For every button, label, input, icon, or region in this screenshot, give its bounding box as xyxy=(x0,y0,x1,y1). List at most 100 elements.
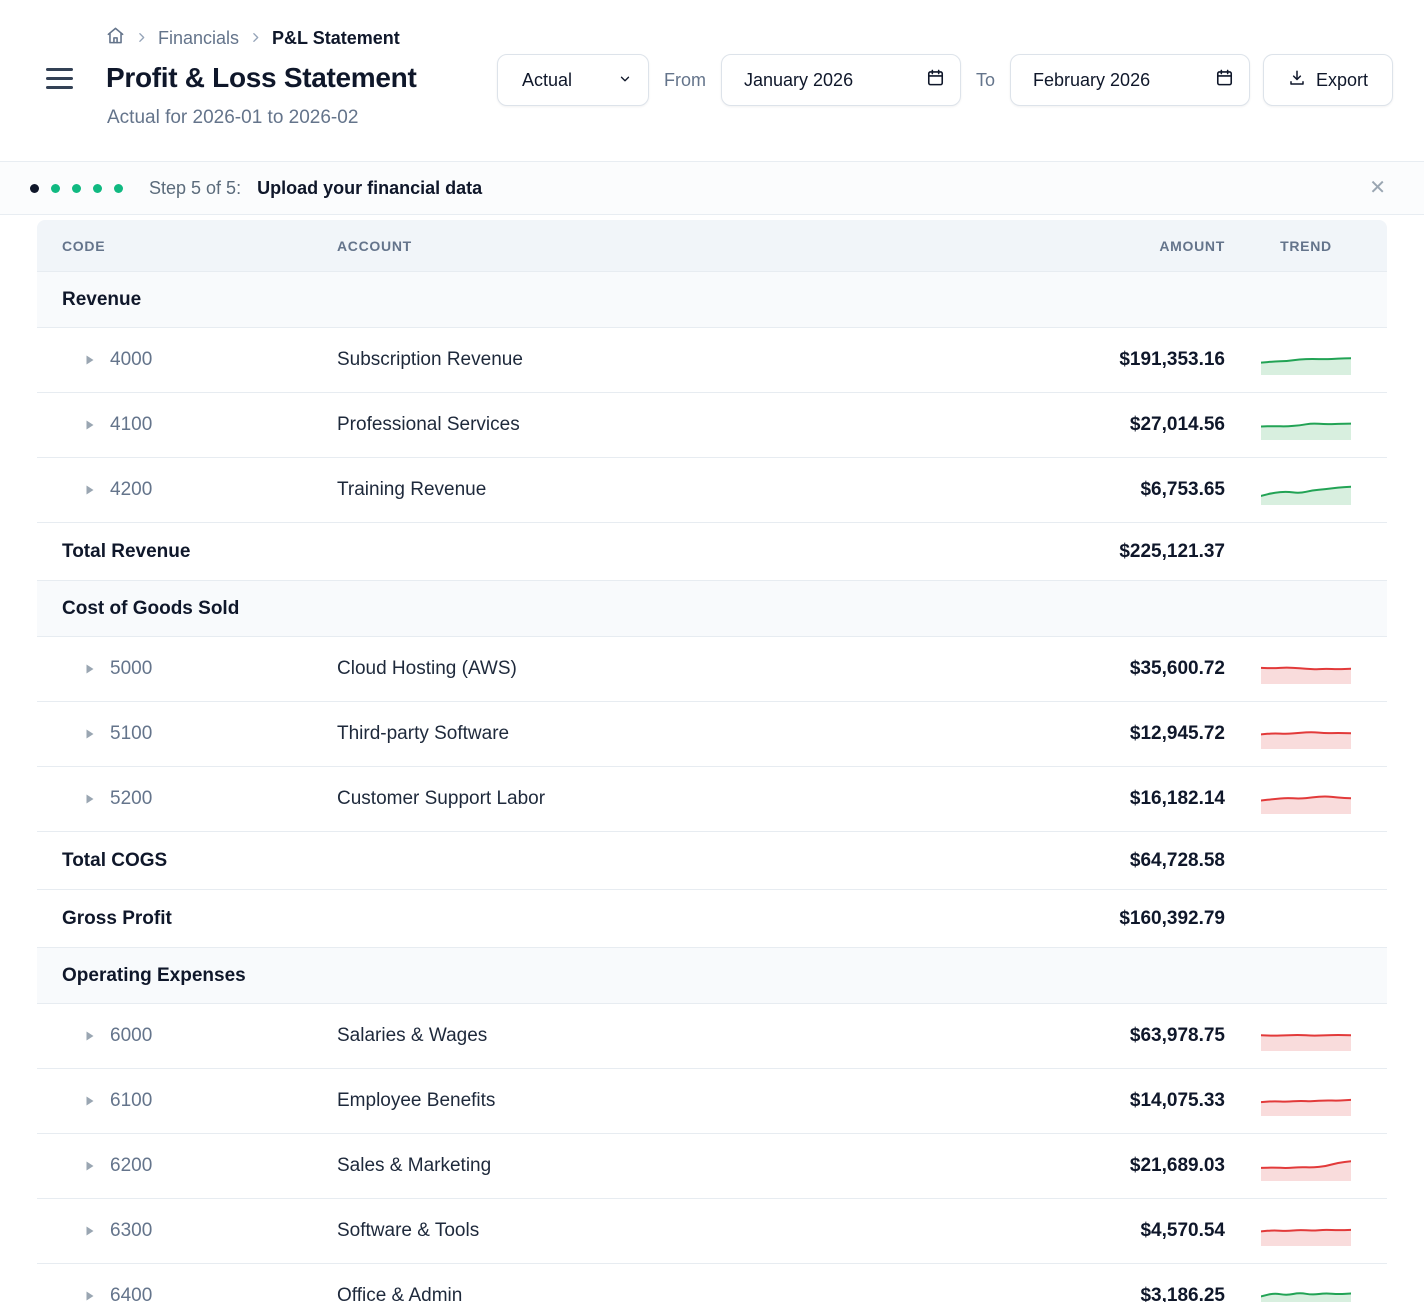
account-amount: $35,600.72 xyxy=(1129,658,1225,679)
account-name: Office & Admin xyxy=(337,1285,463,1302)
table-body: Revenue 4000 Subscription Revenue $191,353.… xyxy=(37,272,1387,1302)
account-name: Salaries & Wages xyxy=(337,1025,488,1046)
account-name: Training Revenue xyxy=(337,479,487,500)
page-title: Profit & Loss Statement xyxy=(106,62,417,93)
account-name: Cloud Hosting (AWS) xyxy=(337,658,517,679)
account-amount: $4,570.54 xyxy=(1140,1220,1225,1241)
breadcrumb-financials[interactable]: Financials xyxy=(158,27,240,48)
account-code: 5100 xyxy=(110,723,153,744)
to-date-value: February 2026 xyxy=(1033,69,1151,90)
table-row-section: Operating Expenses xyxy=(37,948,1387,1004)
table-row-account: 5000 Cloud Hosting (AWS) $35,600.72 xyxy=(37,637,1387,702)
step-counter-label: Step 5 of 5: xyxy=(149,177,242,198)
step-dot xyxy=(51,183,60,193)
table-row-account: 6300 Software & Tools $4,570.54 xyxy=(37,1199,1387,1264)
section-label: Operating Expenses xyxy=(62,964,246,986)
account-code: 6400 xyxy=(110,1285,153,1302)
close-icon[interactable]: ✕ xyxy=(1369,177,1386,199)
table-row-section: Cost of Goods Sold xyxy=(37,581,1387,637)
expand-icon[interactable] xyxy=(85,1095,95,1107)
table-row-account: 5200 Customer Support Labor $16,182.14 xyxy=(37,767,1387,832)
account-name: Customer Support Labor xyxy=(337,788,546,809)
account-amount: $12,945.72 xyxy=(1129,723,1225,744)
breadcrumb: Financials P&L Statement xyxy=(106,26,400,50)
calendar-icon xyxy=(1215,68,1234,92)
trend-sparkline xyxy=(1261,422,1351,440)
account-amount: $16,182.14 xyxy=(1129,788,1225,809)
account-amount: $3,186.25 xyxy=(1140,1285,1225,1302)
expand-icon[interactable] xyxy=(85,419,95,431)
page-subtitle: Actual for 2026-01 to 2026-02 xyxy=(107,107,359,128)
account-name: Professional Services xyxy=(337,414,520,435)
column-header-trend: TREND xyxy=(1280,237,1332,254)
from-date-input[interactable]: January 2026 xyxy=(721,54,961,106)
step-dot xyxy=(114,183,123,193)
table-row-section: Revenue xyxy=(37,272,1387,328)
scenario-select[interactable]: Actual xyxy=(497,54,649,106)
account-amount: $14,075.33 xyxy=(1129,1090,1225,1111)
step-dot xyxy=(72,183,81,193)
step-message: Upload your financial data xyxy=(257,177,483,198)
account-amount: $191,353.16 xyxy=(1119,349,1225,370)
table-row-account: 6100 Employee Benefits $14,075.33 xyxy=(37,1069,1387,1134)
trend-sparkline xyxy=(1261,357,1351,375)
expand-icon[interactable] xyxy=(85,728,95,740)
trend-sparkline xyxy=(1261,1228,1351,1246)
expand-icon[interactable] xyxy=(85,1225,95,1237)
step-dot xyxy=(30,183,39,193)
table-row-account: 4000 Subscription Revenue $191,353.16 xyxy=(37,328,1387,393)
table-row-account: 6000 Salaries & Wages $63,978.75 xyxy=(37,1004,1387,1069)
trend-sparkline xyxy=(1261,666,1351,684)
pl-table: CODE ACCOUNT AMOUNT TREND Revenue 4000 Sub… xyxy=(37,220,1387,1302)
table-row-account: 4100 Professional Services $27,014.56 xyxy=(37,393,1387,458)
section-label: Cost of Goods Sold xyxy=(62,597,240,619)
total-amount: $64,728.58 xyxy=(1129,849,1225,871)
scenario-select-value: Actual xyxy=(522,69,573,90)
total-label: Gross Profit xyxy=(62,907,172,929)
home-icon[interactable] xyxy=(106,26,125,50)
to-date-input[interactable]: February 2026 xyxy=(1010,54,1251,106)
account-name: Employee Benefits xyxy=(337,1090,496,1111)
expand-icon[interactable] xyxy=(85,1030,95,1042)
expand-icon[interactable] xyxy=(85,793,95,805)
account-name: Third-party Software xyxy=(337,723,510,744)
account-name: Sales & Marketing xyxy=(337,1155,492,1176)
trend-sparkline xyxy=(1261,1098,1351,1116)
account-code: 5000 xyxy=(110,658,153,679)
trend-sparkline xyxy=(1261,731,1351,749)
account-code: 6000 xyxy=(110,1025,153,1046)
account-code: 4000 xyxy=(110,349,153,370)
table-row-total: Gross Profit $160,392.79 xyxy=(37,890,1387,948)
expand-icon[interactable] xyxy=(85,663,95,675)
column-header-code: CODE xyxy=(62,237,106,254)
account-amount: $21,689.03 xyxy=(1129,1155,1225,1176)
hamburger-menu-icon[interactable] xyxy=(46,68,73,89)
table-header-row: CODE ACCOUNT AMOUNT TREND xyxy=(37,220,1387,272)
account-code: 6300 xyxy=(110,1220,153,1241)
expand-icon[interactable] xyxy=(85,1290,95,1302)
expand-icon[interactable] xyxy=(85,1160,95,1172)
export-button-label: Export xyxy=(1316,69,1369,90)
expand-icon[interactable] xyxy=(85,354,95,366)
total-amount: $160,392.79 xyxy=(1119,907,1225,929)
from-date-value: January 2026 xyxy=(744,69,854,90)
account-amount: $63,978.75 xyxy=(1129,1025,1225,1046)
to-label: To xyxy=(976,69,996,90)
calendar-icon xyxy=(926,68,945,92)
account-name: Subscription Revenue xyxy=(337,349,523,370)
download-icon xyxy=(1288,69,1306,92)
column-header-account: ACCOUNT xyxy=(337,237,412,254)
account-name: Software & Tools xyxy=(337,1220,480,1241)
trend-sparkline xyxy=(1261,795,1351,814)
account-code: 4100 xyxy=(110,414,153,435)
account-amount: $6,753.65 xyxy=(1140,479,1225,500)
table-row-account: 4200 Training Revenue $6,753.65 xyxy=(37,458,1387,523)
export-button[interactable]: Export xyxy=(1263,54,1394,106)
from-label: From xyxy=(664,69,706,90)
account-code: 5200 xyxy=(110,788,153,809)
table-row-account: 6200 Sales & Marketing $21,689.03 xyxy=(37,1134,1387,1199)
expand-icon[interactable] xyxy=(85,484,95,496)
trend-sparkline xyxy=(1261,485,1351,505)
trend-sparkline xyxy=(1261,1292,1351,1302)
table-row-account: 6400 Office & Admin $3,186.25 xyxy=(37,1264,1387,1302)
